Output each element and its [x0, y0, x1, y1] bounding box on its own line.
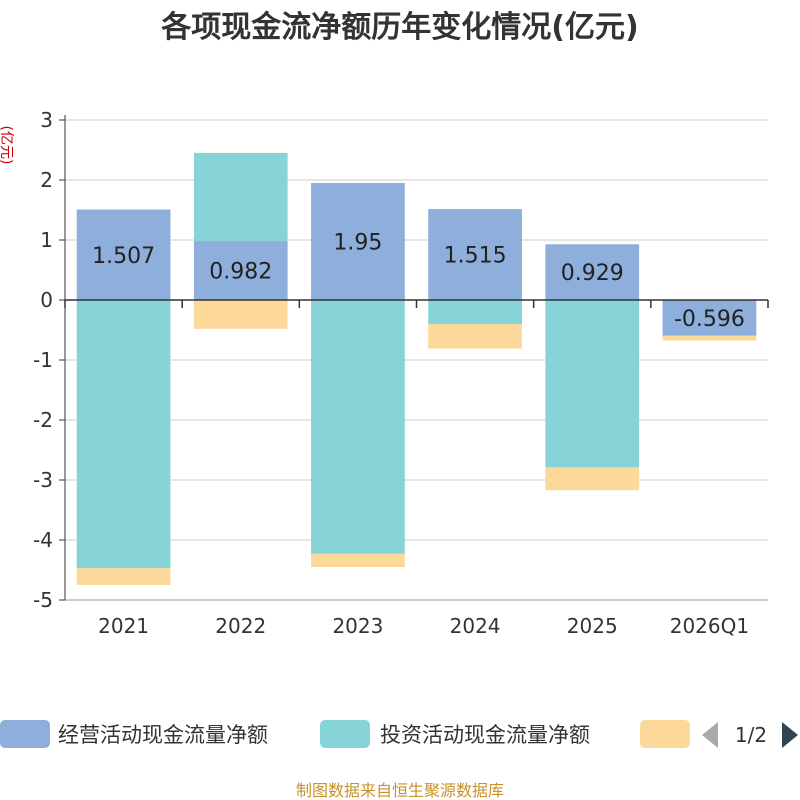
legend-page-indicator: 1/2: [735, 723, 767, 747]
y-axis-unit-label: (亿元): [0, 126, 14, 165]
y-tick-label: -3: [33, 468, 53, 492]
y-tick-label: 3: [40, 108, 53, 132]
bar-series1-2022: [193, 152, 288, 242]
bar-series1-2024: [428, 300, 522, 324]
bar-series0-2023: [311, 183, 405, 300]
bar-series2-2022: [193, 300, 288, 329]
y-tick-label: 0: [40, 288, 53, 312]
x-tick-label: 2026Q1: [670, 614, 749, 638]
legend: 经营活动现金流量净额 投资活动现金流量净额 1/2: [0, 720, 798, 748]
y-tick-label: -5: [33, 588, 53, 612]
x-tick-label: 2023: [332, 614, 383, 638]
data-label: 0.929: [561, 261, 624, 286]
y-tick-label: 2: [40, 168, 53, 192]
bars: [76, 152, 757, 585]
bar-labels: 1.507 0.982 1.95 1.515 0.929 -0.596: [92, 231, 745, 332]
bar-series1-2021: [76, 300, 171, 569]
data-label: 0.982: [209, 260, 272, 285]
data-label: -0.596: [674, 307, 745, 332]
bar-series0-2024: [428, 209, 522, 300]
legend-prev-page-icon[interactable]: [702, 722, 718, 748]
x-tick-label: 2024: [450, 614, 501, 638]
legend-swatch[interactable]: [0, 720, 50, 748]
data-label: 1.515: [444, 244, 507, 269]
chart-title: 各项现金流净额历年变化情况(亿元): [160, 10, 638, 45]
gridlines: [65, 119, 768, 601]
x-tick-label: 2022: [215, 614, 266, 638]
legend-swatch[interactable]: [320, 720, 370, 748]
y-tick-label: -4: [33, 528, 53, 552]
y-tick-label: -2: [33, 408, 53, 432]
bar-series2-2023: [311, 553, 405, 567]
bar-series0-2022: [193, 241, 288, 300]
x-tick-label: 2025: [567, 614, 618, 638]
bar-series1-2025: [545, 300, 640, 468]
bar-series1-2023: [311, 300, 405, 554]
bar-series0-2026Q1: [662, 300, 757, 336]
data-label: 1.95: [333, 231, 382, 256]
bar-series2-2021: [76, 568, 171, 585]
bar-series0-2021: [76, 209, 171, 300]
data-label: 1.507: [92, 244, 155, 269]
legend-label[interactable]: 经营活动现金流量净额: [58, 723, 268, 747]
y-tick-label: -1: [33, 348, 53, 372]
x-tick-label: 2021: [98, 614, 149, 638]
bar-series2-2025: [545, 467, 640, 491]
legend-swatch[interactable]: [640, 720, 690, 748]
source-note: 制图数据来自恒生聚源数据库: [296, 781, 504, 800]
legend-label[interactable]: 投资活动现金流量净额: [380, 723, 590, 747]
legend-next-page-icon[interactable]: [782, 722, 798, 748]
bar-series2-2024: [428, 324, 522, 349]
axes: 3 2 1 0 -1 -2 -3 -4 -5 2021 2022 2023 2024 2025 2026Q1: [33, 108, 769, 638]
y-tick-label: 1: [40, 228, 53, 252]
bar-series2-2026Q1: [662, 335, 757, 341]
bar-series0-2025: [545, 244, 640, 300]
